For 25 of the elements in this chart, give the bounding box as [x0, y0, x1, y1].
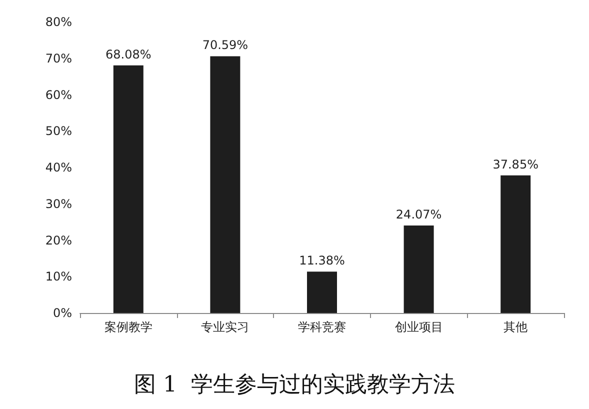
x-tick-label: 专业实习	[201, 320, 250, 334]
x-tick-label: 案例教学	[104, 320, 152, 334]
y-tick-label: 40%	[45, 160, 72, 174]
x-tick-label: 其他	[504, 320, 528, 334]
y-tick-label: 30%	[45, 196, 72, 211]
bar	[500, 175, 531, 313]
data-label: 24.07%	[396, 207, 442, 222]
text: 图 1 学生参与过的实践教学方法	[134, 372, 455, 398]
data-label: 37.85%	[492, 157, 538, 172]
y-tick-label: 10%	[45, 270, 72, 284]
y-tick-label: 20%	[45, 233, 72, 248]
y-tick-label: 70%	[45, 51, 72, 66]
bar	[404, 225, 434, 313]
bar	[113, 65, 144, 313]
bar	[307, 272, 337, 313]
data-label: 68.08%	[106, 47, 152, 62]
bar	[210, 56, 240, 313]
y-tick-label: 80%	[45, 15, 72, 29]
x-tick-label: 创业项目	[394, 320, 443, 334]
data-label: 70.59%	[202, 38, 248, 52]
y-tick-label: 0%	[52, 306, 72, 320]
y-tick-label: 50%	[45, 124, 72, 138]
y-tick-label: 60%	[45, 88, 72, 102]
x-tick-label: 学科竞赛	[298, 320, 346, 334]
data-label: 11.38%	[299, 254, 345, 268]
